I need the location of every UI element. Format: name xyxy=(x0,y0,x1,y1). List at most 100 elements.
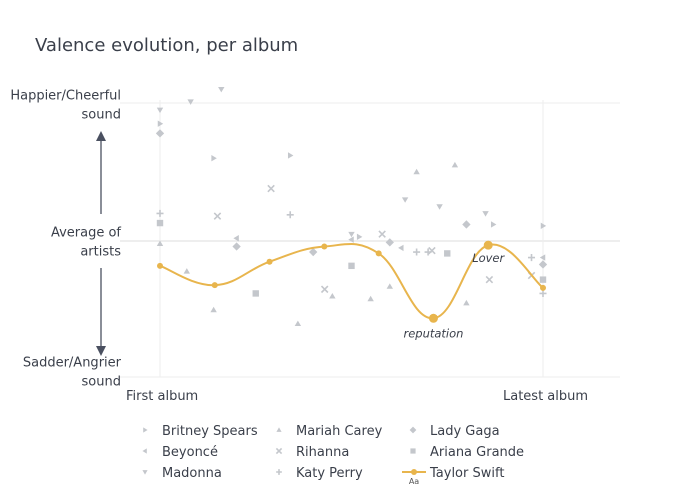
point-madonna-6 xyxy=(436,204,443,210)
point-taylor-swift-5 xyxy=(375,250,382,257)
legend-label-lady-gaga: Lady Gaga xyxy=(430,424,500,439)
legend-label-britney-spears: Britney Spears xyxy=(162,424,258,439)
point-rihanna-2 xyxy=(267,184,275,193)
highlight-series: reputation Lover xyxy=(157,240,546,340)
point-beyonce-3 xyxy=(398,244,404,252)
series-lady-gaga xyxy=(155,129,548,269)
x-label-first: First album xyxy=(126,389,198,404)
series-britney-spears xyxy=(157,120,547,241)
point-beyonce-2 xyxy=(348,236,354,243)
point-lady-gaga-2 xyxy=(232,242,241,251)
point-taylor-swift-1 xyxy=(157,262,163,269)
series-ariana-grande xyxy=(156,219,547,297)
arrow-up-head xyxy=(96,131,106,141)
legend-label-beyonce: Beyoncé xyxy=(162,445,218,460)
legend-swatch-lady-gaga xyxy=(409,426,417,434)
arrow-down-head xyxy=(96,346,106,356)
point-rihanna-5 xyxy=(428,246,436,255)
point-taylor-swift-4 xyxy=(321,243,328,250)
chart-title: Valence evolution, per album xyxy=(35,35,298,56)
point-taylor-swift-3 xyxy=(266,258,273,265)
point-lady-gaga-6 xyxy=(538,260,548,269)
point-mariah-carey-8 xyxy=(413,168,420,175)
point-mariah-carey-7 xyxy=(386,283,393,289)
legend-label-mariah-carey: Mariah Carey xyxy=(296,424,383,439)
point-rihanna-3 xyxy=(320,285,329,294)
legend-item-madonna[interactable]: Madonna xyxy=(142,466,222,481)
point-madonna-3 xyxy=(218,86,225,93)
point-katy-perry-2 xyxy=(286,211,294,219)
point-mariah-carey-4 xyxy=(294,320,302,327)
point-britney-spears-5 xyxy=(490,221,497,228)
point-beyonce-1 xyxy=(233,235,239,242)
point-taylor-swift-7 xyxy=(483,240,493,250)
legend-label-ariana-grande: Ariana Grande xyxy=(430,445,524,460)
point-ariana-grande-2 xyxy=(252,290,259,297)
legend[interactable]: Britney Spears Beyoncé Madonna Mariah Carey… xyxy=(142,424,524,486)
point-madonna-5 xyxy=(401,197,409,203)
point-lady-gaga-4 xyxy=(385,238,394,247)
legend-swatch-rihanna xyxy=(275,447,283,455)
legend-text-style-sample: Aa xyxy=(409,477,419,486)
point-madonna-1 xyxy=(156,107,164,114)
legend-swatch-madonna xyxy=(142,470,148,475)
legend-label-katy-perry: Katy Perry xyxy=(296,466,363,481)
legend-swatch-beyonce xyxy=(142,448,147,454)
point-rihanna-4 xyxy=(378,230,386,238)
axis-labels: Happier/Cheerful sound Average of artists Sa… xyxy=(10,89,588,405)
series-rihanna xyxy=(213,184,536,294)
point-britney-spears-4 xyxy=(356,233,363,241)
point-madonna-4 xyxy=(348,231,355,238)
legend-swatch-britney-spears xyxy=(143,427,148,433)
point-katy-perry-5 xyxy=(527,254,536,262)
point-rihanna-6 xyxy=(485,275,494,284)
point-britney-spears-6 xyxy=(540,222,547,230)
point-mariah-carey-9 xyxy=(451,161,459,168)
legend-item-taylor-swift[interactable]: Aa Taylor Swift xyxy=(402,466,504,486)
point-katy-perry-6 xyxy=(539,289,547,297)
point-lady-gaga-3 xyxy=(309,247,318,257)
point-lady-gaga-1 xyxy=(155,129,165,138)
series-madonna xyxy=(156,86,489,238)
y-label-top: Happier/Cheerful sound xyxy=(10,89,121,123)
legend-item-ariana-grande[interactable]: Ariana Grande xyxy=(410,445,524,460)
point-mariah-carey-1 xyxy=(156,240,164,246)
legend-item-mariah-carey[interactable]: Mariah Carey xyxy=(276,424,383,439)
grid xyxy=(120,100,620,378)
y-label-middle: Average of artists xyxy=(51,226,121,260)
point-madonna-7 xyxy=(482,211,489,217)
annotation-reputation: reputation xyxy=(403,326,463,340)
point-mariah-carey-5 xyxy=(329,293,336,299)
point-mariah-carey-6 xyxy=(367,295,374,302)
point-ariana-grande-5 xyxy=(539,276,547,283)
y-label-bottom: Sadder/Angrier sound xyxy=(23,356,122,390)
point-taylor-swift-6 xyxy=(428,313,438,323)
point-mariah-carey-2 xyxy=(183,268,191,274)
point-lady-gaga-5 xyxy=(462,220,471,229)
series-katy-perry xyxy=(156,209,547,297)
other-artists-points xyxy=(155,86,548,327)
legend-label-rihanna: Rihanna xyxy=(296,445,349,460)
legend-item-britney-spears[interactable]: Britney Spears xyxy=(143,424,258,439)
point-ariana-grande-4 xyxy=(444,250,451,257)
point-mariah-carey-10 xyxy=(463,299,470,306)
series-beyonce xyxy=(233,235,546,261)
point-mariah-carey-3 xyxy=(210,306,217,313)
annotation-lover: Lover xyxy=(472,251,505,265)
legend-item-beyonce[interactable]: Beyoncé xyxy=(142,445,218,460)
point-taylor-swift-8 xyxy=(540,284,546,291)
legend-label-taylor-swift: Taylor Swift xyxy=(429,466,504,481)
x-label-latest: Latest album xyxy=(503,389,588,404)
legend-swatch-mariah-carey xyxy=(276,427,282,432)
point-ariana-grande-3 xyxy=(348,262,355,270)
legend-label-madonna: Madonna xyxy=(162,466,222,481)
point-britney-spears-2 xyxy=(211,155,217,162)
legend-swatch-katy-perry xyxy=(276,469,282,475)
legend-item-lady-gaga[interactable]: Lady Gaga xyxy=(409,424,500,439)
point-britney-spears-1 xyxy=(157,120,164,127)
point-madonna-2 xyxy=(187,99,194,105)
legend-item-rihanna[interactable]: Rihanna xyxy=(275,445,349,460)
legend-item-katy-perry[interactable]: Katy Perry xyxy=(276,466,363,481)
